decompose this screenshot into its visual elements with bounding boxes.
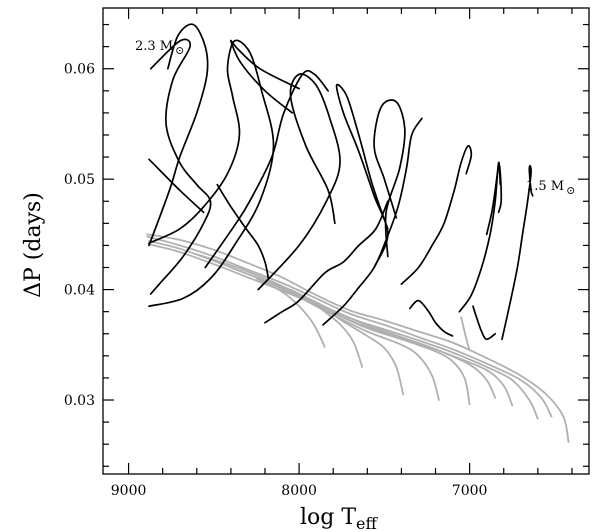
- tick-labels: 9000 8000 7000 0.03 0.04 0.05 0.06: [64, 62, 488, 499]
- black-series-group: [148, 23, 534, 341]
- black-track-13: [458, 161, 502, 313]
- gray-track-22: [195, 253, 497, 399]
- y-tick-label: 0.04: [64, 283, 95, 299]
- black-track-17: [472, 305, 497, 341]
- black-track-7: [257, 73, 341, 291]
- black-track-2: [148, 158, 205, 214]
- gray-track-18: [146, 233, 570, 443]
- x-tick-label: 9000: [111, 483, 147, 499]
- black-track-0: [149, 38, 212, 295]
- black-track-10: [373, 99, 406, 258]
- x-tick-label: 7000: [452, 483, 488, 499]
- gray-series-group: [146, 233, 570, 443]
- y-tick-label: 0.03: [64, 393, 95, 409]
- y-tick-label: 0.05: [64, 172, 95, 188]
- black-track-6: [204, 69, 329, 269]
- black-track-3: [229, 39, 300, 114]
- black-track-16: [409, 299, 454, 337]
- gray-track-27: [255, 277, 326, 348]
- black-track-4: [148, 39, 275, 308]
- y-axis-title: ΔP (days): [21, 192, 46, 298]
- gray-track-20: [148, 240, 539, 420]
- ticks: [103, 8, 589, 474]
- gray-track-25: [289, 288, 404, 396]
- black-track-11: [322, 117, 423, 326]
- x-axis-title: log Teff: [300, 505, 379, 532]
- gray-track-19: [146, 235, 553, 418]
- x-tick-label: 8000: [281, 483, 317, 499]
- black-track-5: [216, 183, 270, 280]
- black-track-1: [148, 23, 209, 247]
- annotation-2.3-msun: 2.3 M ⊙: [135, 39, 184, 57]
- y-tick-label: 0.06: [64, 62, 95, 78]
- black-track-9: [264, 200, 389, 324]
- black-track-14: [485, 164, 503, 236]
- gray-track-28: [460, 316, 471, 352]
- black-track-15: [501, 164, 534, 341]
- annotation-1.5-msun: 1.5 M ⊙: [526, 179, 575, 197]
- black-track-8: [335, 83, 389, 269]
- plot-frame: [102, 7, 590, 475]
- gray-track-26: [306, 297, 364, 368]
- black-track-12: [400, 144, 473, 285]
